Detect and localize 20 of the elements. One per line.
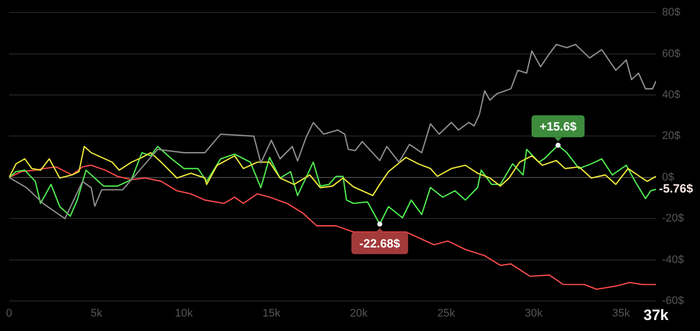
- annotation: -5.76$: [659, 182, 694, 196]
- y-tick-label: -40$: [662, 254, 684, 266]
- y-tick-label: -60$: [662, 295, 684, 308]
- y-tick-label: -20$: [662, 212, 684, 225]
- x-tick-label: 0: [6, 308, 12, 320]
- x-tick-label: 37k: [643, 307, 670, 324]
- x-tick-label: 30k: [524, 308, 543, 320]
- y-tick-label: 0$: [662, 171, 674, 184]
- x-tick-label: 35k: [612, 308, 630, 320]
- y-tick-label: 40$: [662, 89, 680, 102]
- annotation: -22.68$: [359, 236, 400, 250]
- y-tick-label: 80$: [662, 6, 680, 19]
- x-tick-label: 25k: [437, 308, 456, 320]
- y-tick-label: 60$: [662, 48, 680, 60]
- y-tick-label: 20$: [662, 130, 680, 142]
- x-tick-label: 15k: [262, 308, 281, 320]
- x-tick-label: 5k: [90, 308, 103, 320]
- x-tick-label: 10k: [175, 308, 194, 320]
- x-tick-label: 20k: [350, 308, 368, 320]
- annotation: +15.6$: [540, 120, 577, 134]
